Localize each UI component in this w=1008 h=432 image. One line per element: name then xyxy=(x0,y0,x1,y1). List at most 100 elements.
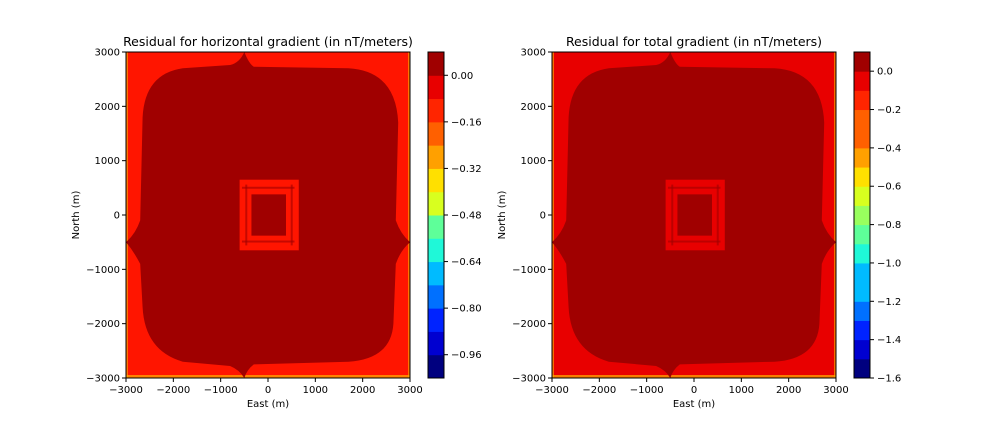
colorbar-band xyxy=(854,128,870,149)
x-tick-label: −1000 xyxy=(630,385,664,396)
colorbar-tick-label: −0.4 xyxy=(877,143,901,154)
colorbar-tick-label: −0.16 xyxy=(451,117,482,128)
center-ring-streak xyxy=(241,240,295,243)
colorbar-band xyxy=(428,145,444,169)
center-ring-streak xyxy=(245,184,248,246)
panel-title: Residual for total gradient (in nT/meter… xyxy=(566,34,822,49)
center-core-high xyxy=(251,194,286,236)
x-axis-ticks: −3000 −2000 −1000 0 1000 2000 3000 xyxy=(109,378,423,396)
edge-strip xyxy=(552,52,554,378)
x-tick-label: 0 xyxy=(691,385,697,396)
colorbar-tick-label: −0.64 xyxy=(451,257,482,268)
plot-area xyxy=(125,51,411,379)
colorbar-frame xyxy=(853,51,871,379)
y-tick-label: 3000 xyxy=(95,48,120,59)
colorbar-band xyxy=(854,90,870,111)
colorbar-band xyxy=(854,339,870,360)
center-ring-streak xyxy=(667,186,721,189)
colorbar-tick-label: −1.6 xyxy=(877,374,901,385)
x-tick-label: 3000 xyxy=(823,385,848,396)
colorbar-tick-label: −0.80 xyxy=(451,304,482,315)
y-tick-label: −2000 xyxy=(86,319,120,330)
y-tick-label: 1000 xyxy=(95,156,120,167)
colorbar-band xyxy=(854,320,870,341)
y-tick-label: 0 xyxy=(540,211,546,222)
edge-strip xyxy=(408,52,410,378)
center-ring-streak xyxy=(716,184,719,246)
colorbar-band xyxy=(854,205,870,226)
colorbar-band xyxy=(428,284,444,309)
x-tick-label: 1000 xyxy=(303,385,328,396)
y-tick-label: −3000 xyxy=(86,374,120,385)
colorbar-band xyxy=(854,109,870,130)
colorbar-tick-label: 0.0 xyxy=(877,67,893,78)
x-axis-ticks: −3000 −2000 −1000 0 1000 2000 3000 xyxy=(535,378,849,396)
center-ring-streak xyxy=(290,184,293,246)
colorbar-band xyxy=(428,308,444,332)
colorbar-band xyxy=(854,186,870,206)
y-tick-label: 2000 xyxy=(95,102,120,113)
colorbar-band xyxy=(428,354,444,379)
colorbar-tick-label: −0.32 xyxy=(451,164,482,175)
colorbar-band xyxy=(854,301,870,321)
colorbar-band xyxy=(428,75,444,100)
x-tick-label: −2000 xyxy=(582,385,616,396)
x-tick-label: −1000 xyxy=(204,385,238,396)
colorbar-band xyxy=(428,98,444,123)
colorbar-tick-label: −0.6 xyxy=(877,182,901,193)
y-tick-label: −1000 xyxy=(86,265,120,276)
edge-strip xyxy=(552,375,836,378)
center-core-high xyxy=(677,194,712,236)
colorbar-band xyxy=(854,282,870,302)
y-tick-label: −2000 xyxy=(512,319,546,330)
y-axis-ticks: −3000 −2000 −1000 0 1000 2000 3000 xyxy=(512,48,552,385)
colorbar-band xyxy=(428,331,444,356)
colorbar-tick-label: −1.0 xyxy=(877,258,901,269)
y-tick-label: 2000 xyxy=(521,102,546,113)
x-tick-label: −3000 xyxy=(535,385,569,396)
y-tick-label: 1000 xyxy=(521,156,546,167)
colorbar-band xyxy=(854,167,870,187)
colorbar-band xyxy=(854,147,870,168)
edge-strip xyxy=(126,375,410,378)
y-axis-ticks: −3000 −2000 −1000 0 1000 2000 3000 xyxy=(86,48,126,385)
panel-total-gradient: Residual for total gradient (in nT/meter… xyxy=(497,34,901,410)
edge-strip xyxy=(126,52,128,378)
colorbar-tick-label: −0.8 xyxy=(877,220,901,231)
edge-strip xyxy=(834,52,836,378)
colorbar-tick-label: 0.00 xyxy=(451,71,473,82)
x-tick-label: 2000 xyxy=(350,385,375,396)
colorbar-band xyxy=(428,121,444,146)
colorbar-band xyxy=(854,243,870,264)
colorbar-band xyxy=(854,224,870,245)
colorbar: −1.6 −1.4 −1.2 −1.0 −0.8 −0.6 −0.4 −0.2 0.0 xyxy=(853,51,901,385)
colorbar-band xyxy=(854,358,870,379)
x-tick-label: 3000 xyxy=(397,385,422,396)
plot-area xyxy=(551,51,837,379)
x-tick-label: −2000 xyxy=(156,385,190,396)
colorbar-band xyxy=(428,191,444,216)
y-tick-label: −1000 xyxy=(512,265,546,276)
colorbar-band xyxy=(428,261,444,286)
y-tick-label: 3000 xyxy=(521,48,546,59)
x-axis-label: East (m) xyxy=(673,399,715,410)
y-tick-label: −3000 xyxy=(512,374,546,385)
y-axis-label: North (m) xyxy=(497,191,508,240)
x-tick-label: 2000 xyxy=(776,385,801,396)
x-tick-label: −3000 xyxy=(109,385,143,396)
colorbar-tick-label: −0.48 xyxy=(451,211,482,222)
colorbar-band xyxy=(428,215,444,239)
colorbar-band xyxy=(428,52,444,76)
colorbar-band xyxy=(428,168,444,193)
colorbar-tick-label: −0.2 xyxy=(877,105,901,116)
colorbar-tick-label: −1.2 xyxy=(877,297,901,308)
y-axis-label: North (m) xyxy=(71,191,82,240)
x-tick-label: 1000 xyxy=(729,385,754,396)
colorbar-band xyxy=(428,238,444,263)
colorbar: −0.96 −0.80 −0.64 −0.48 −0.32 −0.16 0.00 xyxy=(427,51,482,379)
colorbar-band xyxy=(854,262,870,283)
center-ring-streak xyxy=(671,184,674,246)
center-ring-streak xyxy=(667,240,721,243)
colorbar-tick-label: −0.96 xyxy=(451,350,482,361)
